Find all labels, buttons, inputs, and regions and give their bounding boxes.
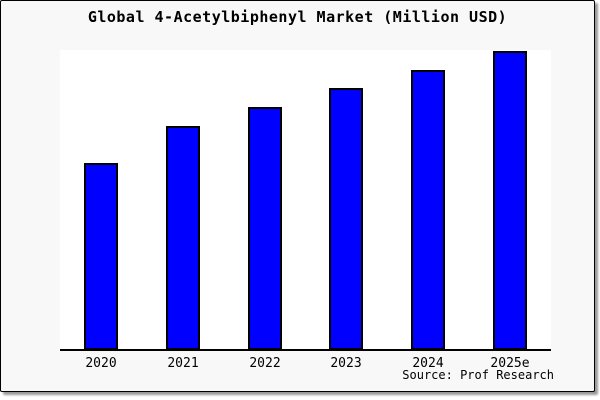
bar-2021 bbox=[166, 126, 200, 350]
plot-area bbox=[60, 50, 551, 350]
x-axis-line bbox=[60, 349, 551, 351]
source-note: Source: Prof Research bbox=[402, 368, 554, 382]
bar-2024 bbox=[411, 70, 445, 350]
bar-2023 bbox=[329, 88, 363, 350]
chart-title: Global 4-Acetylbiphenyl Market (Million … bbox=[87, 8, 508, 26]
x-tick-label-2025e: 2025e bbox=[490, 356, 530, 371]
x-tick-label-2021: 2021 bbox=[167, 356, 199, 371]
figure-frame: Global 4-Acetylbiphenyl Market (Million … bbox=[0, 0, 595, 392]
x-tick-label-2022: 2022 bbox=[249, 356, 281, 371]
bar-2022 bbox=[248, 107, 282, 350]
bar-2020 bbox=[84, 163, 118, 350]
x-tick-label-2024: 2024 bbox=[412, 356, 444, 371]
x-tick-label-2020: 2020 bbox=[85, 356, 117, 371]
x-tick-label-2023: 2023 bbox=[330, 356, 362, 371]
bar-2025e bbox=[493, 51, 527, 350]
